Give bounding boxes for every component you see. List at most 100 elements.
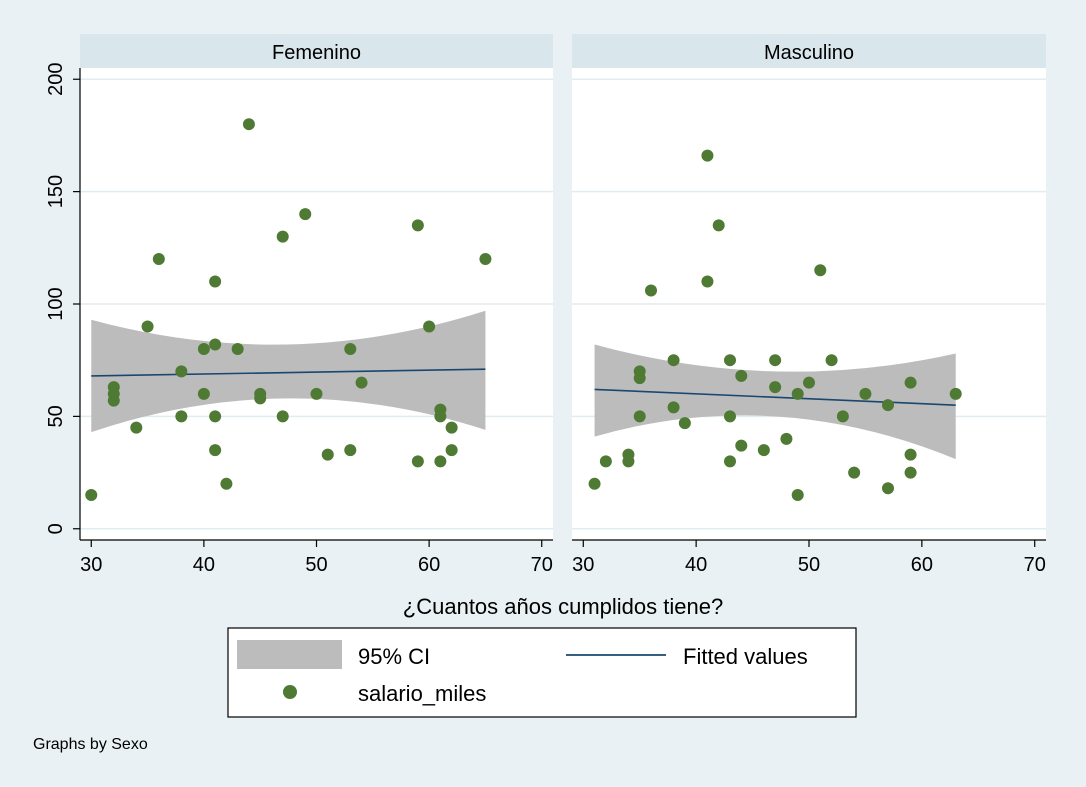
y-tick-label: 200 xyxy=(45,63,67,96)
fitted-line xyxy=(91,368,486,377)
data-point xyxy=(735,439,748,452)
data-point xyxy=(175,365,188,378)
panel-title: Femenino xyxy=(272,42,361,64)
x-tick-label: 60 xyxy=(911,554,933,576)
data-point xyxy=(599,455,612,468)
data-point xyxy=(882,482,894,495)
ci-band xyxy=(91,310,486,433)
panel-header xyxy=(80,34,553,68)
data-point xyxy=(85,489,98,502)
data-point xyxy=(814,264,827,277)
data-point xyxy=(667,354,680,367)
data-point xyxy=(735,369,748,382)
legend-ci-swatch xyxy=(237,640,342,669)
data-point xyxy=(769,354,782,367)
x-tick-label: 30 xyxy=(572,554,594,576)
y-tick-label: 50 xyxy=(45,405,67,427)
data-point xyxy=(445,444,458,457)
data-point xyxy=(434,455,447,468)
data-point xyxy=(445,421,458,434)
panel-title: Masculino xyxy=(764,42,854,64)
data-point xyxy=(107,394,120,407)
data-point xyxy=(622,455,635,468)
data-point xyxy=(209,444,222,457)
x-tick-label: 40 xyxy=(193,554,215,576)
legend-scatter-label: salario_miles xyxy=(358,681,486,706)
y-tick-label: 100 xyxy=(45,287,67,320)
data-point xyxy=(434,410,447,423)
legend-fit-label: Fitted values xyxy=(683,644,808,669)
data-point xyxy=(825,354,838,367)
data-point xyxy=(780,432,793,445)
data-point xyxy=(141,320,154,333)
data-point xyxy=(209,338,222,351)
data-point xyxy=(152,253,165,266)
data-point xyxy=(310,387,323,400)
data-point xyxy=(724,455,736,468)
data-point xyxy=(276,230,289,243)
x-tick-label: 70 xyxy=(1024,554,1046,576)
data-point xyxy=(197,342,210,355)
x-tick-label: 30 xyxy=(80,554,102,576)
data-point xyxy=(836,410,849,423)
data-point xyxy=(701,149,714,162)
data-point xyxy=(667,401,680,414)
data-point xyxy=(411,455,424,468)
data-point xyxy=(791,489,804,502)
data-point xyxy=(633,372,646,385)
data-point xyxy=(678,417,691,430)
x-tick-label: 60 xyxy=(418,554,440,576)
panel-header xyxy=(572,34,1046,68)
data-point xyxy=(355,376,368,389)
data-point xyxy=(588,477,601,490)
data-point xyxy=(791,387,804,400)
data-point xyxy=(712,219,725,232)
data-point xyxy=(321,448,334,461)
data-point xyxy=(701,275,714,288)
data-point xyxy=(724,354,736,367)
data-point xyxy=(344,342,357,355)
data-point xyxy=(724,410,736,423)
data-point xyxy=(344,444,357,457)
data-point xyxy=(276,410,289,423)
data-point xyxy=(423,320,436,333)
x-tick-label: 50 xyxy=(798,554,820,576)
data-point xyxy=(882,399,894,412)
data-point xyxy=(904,466,917,479)
data-point xyxy=(299,208,312,221)
x-tick-label: 50 xyxy=(305,554,327,576)
legend-scatter-swatch xyxy=(283,685,297,699)
data-point xyxy=(904,448,917,461)
y-tick-label: 150 xyxy=(45,175,67,208)
x-axis-title: ¿Cuantos años cumplidos tiene? xyxy=(403,594,723,619)
data-point xyxy=(859,387,872,400)
data-point xyxy=(803,376,815,389)
data-point xyxy=(411,219,424,232)
data-point xyxy=(254,392,267,405)
x-tick-label: 40 xyxy=(685,554,707,576)
chart-note: Graphs by Sexo xyxy=(33,736,148,753)
data-point xyxy=(197,387,210,400)
data-point xyxy=(220,477,233,490)
data-point xyxy=(904,376,917,389)
data-point xyxy=(175,410,188,423)
data-point xyxy=(130,421,143,434)
data-point xyxy=(242,118,255,131)
data-point xyxy=(633,410,646,423)
data-point xyxy=(479,253,492,266)
legend-ci-label: 95% CI xyxy=(358,644,430,669)
data-point xyxy=(769,381,782,394)
data-point xyxy=(848,466,861,479)
ci-band xyxy=(594,344,956,460)
data-point xyxy=(645,284,657,297)
data-point xyxy=(757,444,770,457)
x-tick-label: 70 xyxy=(531,554,553,576)
data-point xyxy=(949,387,962,400)
data-point xyxy=(209,275,222,288)
data-point xyxy=(231,342,244,355)
y-tick-label: 0 xyxy=(45,523,67,534)
fitted-line xyxy=(594,388,956,406)
data-point xyxy=(209,410,222,423)
